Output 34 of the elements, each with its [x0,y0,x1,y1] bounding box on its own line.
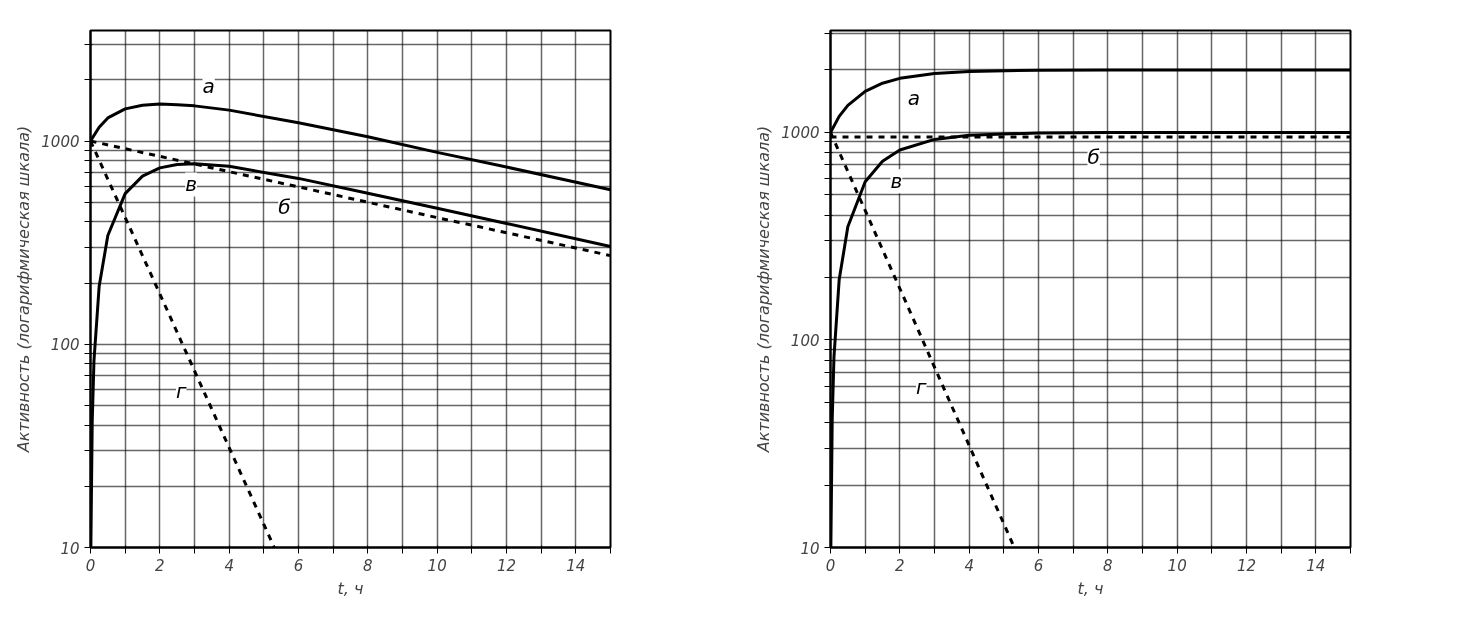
y-axis-title: Активность (логарифмическая шкала) [754,125,774,454]
x-tick-label: 4 [964,556,974,575]
series-label: г [175,378,187,403]
x-tick-label: 4 [224,556,234,575]
series-label: в [890,169,903,194]
x-tick-label: 2 [895,556,905,575]
series-label: а [202,73,215,98]
y-tick-label: 10 [800,539,820,558]
series-label: б [1087,145,1100,170]
x-tick-label: 8 [363,556,373,575]
y-tick-label: 1000 [41,133,80,152]
x-tick-label: 12 [496,556,517,575]
y-tick-label: 100 [790,331,820,350]
series-label: в [185,172,197,197]
x-tick-label: 2 [155,556,165,575]
x-tick-label: 14 [566,556,586,575]
x-tick-label: 0 [85,556,96,575]
series-label: а [907,86,921,111]
series-label: б [278,194,291,219]
y-axis-title: Активность (логарифмическая шкала) [14,125,34,454]
series-label: г [915,375,927,400]
x-tick-label: 8 [1103,556,1113,575]
x-tick-label: 12 [1236,556,1257,575]
x-axis-title: t, ч [337,578,364,598]
x-tick-label: 0 [825,556,836,575]
x-tick-label: 6 [1033,556,1044,575]
x-tick-label: 14 [1306,556,1326,575]
y-tick-label: 1000 [781,124,820,143]
x-tick-label: 10 [1167,556,1187,575]
y-tick-label: 10 [60,539,80,558]
x-axis-title: t, ч [1077,578,1104,598]
x-tick-label: 10 [427,556,447,575]
y-tick-label: 100 [50,336,80,355]
x-tick-label: 6 [293,556,304,575]
